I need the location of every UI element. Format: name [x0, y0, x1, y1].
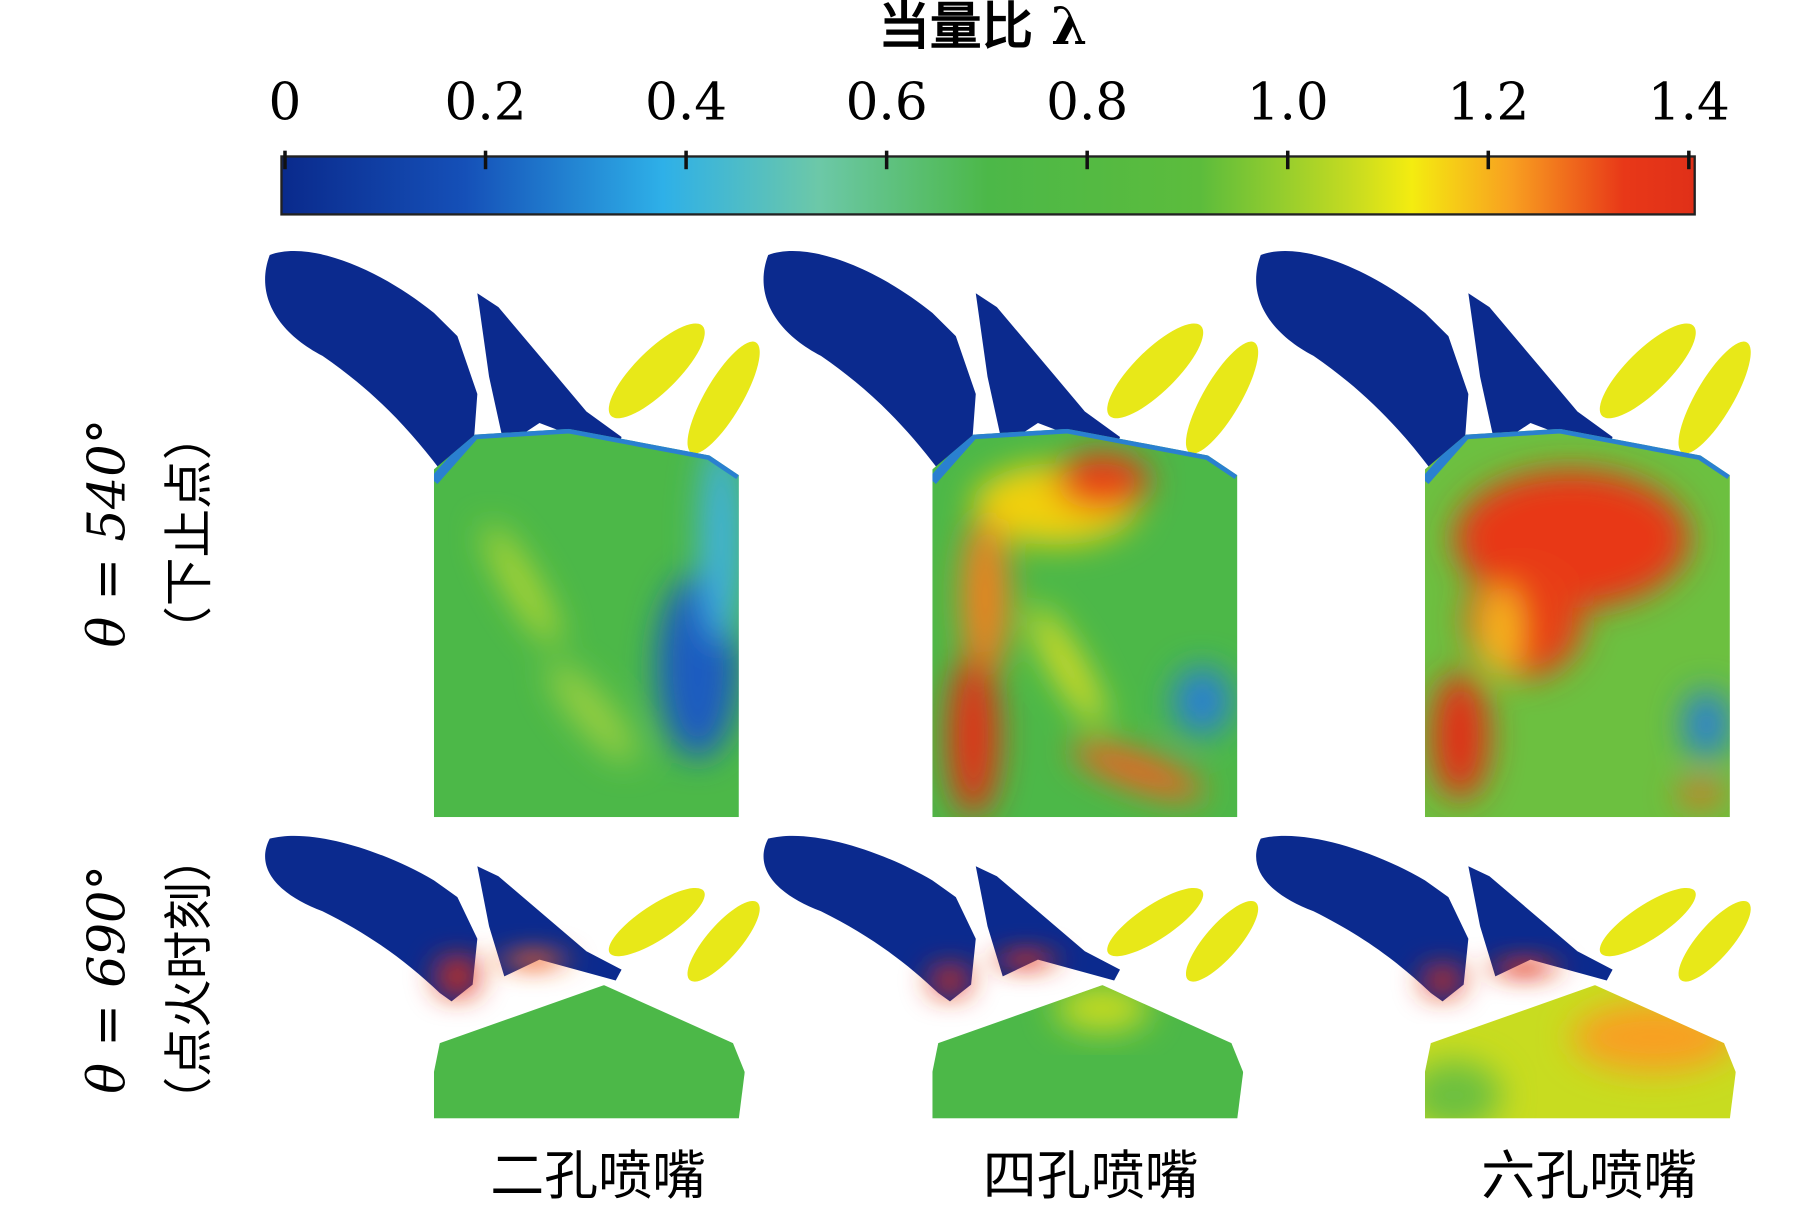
colorbar-tick-label: 0.6: [846, 73, 928, 133]
colorbar-tick-label: 0.2: [445, 73, 527, 133]
colorbar-tick-label: 1.4: [1648, 73, 1730, 133]
panel: [265, 251, 773, 818]
panel: [1256, 251, 1764, 818]
colorbar-tick-label: 0.8: [1046, 73, 1128, 133]
panel: [932, 985, 1244, 1119]
panel: [265, 835, 773, 1002]
colorbar-tick-label: 1.2: [1447, 73, 1529, 133]
column-label: 六孔喷嘴: [1481, 1144, 1697, 1207]
panel: [763, 251, 1271, 818]
row-label: θ = 540°: [77, 419, 137, 648]
column-label: 四孔喷嘴: [983, 1144, 1199, 1207]
panel: [1256, 835, 1764, 1002]
colorbar-ticks: 0 0.2 0.4 0.6 0.8 1.0 1.2 1.4: [269, 73, 1730, 170]
colorbar-tick-label: 0.4: [645, 73, 727, 133]
panels: [265, 251, 1764, 1119]
row-note: （点火时刻）: [161, 833, 218, 1125]
colorbar: [280, 155, 1696, 216]
colorbar-title: 当量比 λ: [878, 0, 1087, 57]
colorbar-tick-label: 1.0: [1247, 73, 1329, 133]
colorbar-tick-label: 0: [269, 73, 302, 133]
row-label: θ = 690°: [77, 865, 137, 1094]
panel: [433, 985, 745, 1119]
column-label: 二孔喷嘴: [490, 1144, 706, 1207]
panel: [763, 835, 1271, 1002]
row-note: （下止点）: [161, 411, 218, 654]
panel: [1424, 985, 1736, 1119]
